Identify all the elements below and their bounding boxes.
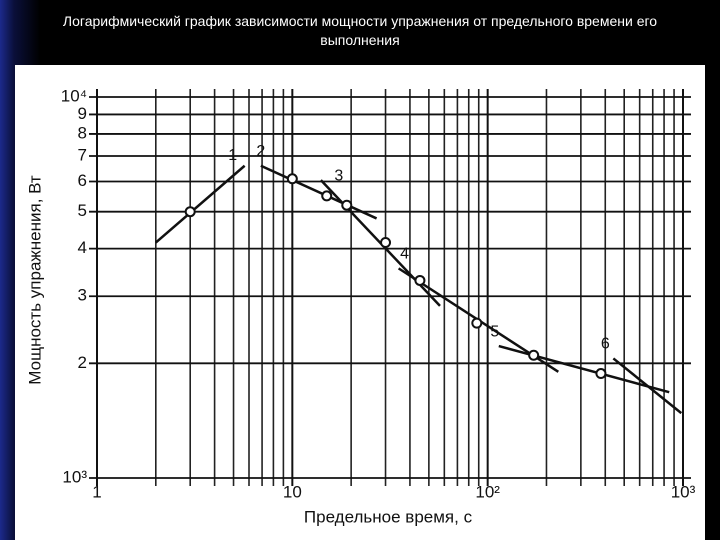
x-axis-label: Предельное время, с [304,507,473,526]
segment-line [260,164,378,220]
y-tick-label: 9 [78,104,87,123]
segment-label: 6 [601,336,610,353]
y-tick-label: 10⁴ [61,86,87,105]
segment-label: 4 [400,246,409,263]
data-point [471,317,483,329]
x-tick-label: 10³ [671,482,696,501]
data-point [286,173,298,185]
segment-line [498,344,670,394]
y-axis-label: Мощность упражнения, Вт [25,175,44,385]
x-tick-label: 1 [92,482,101,501]
y-tick-label: 3 [78,286,87,305]
x-tick-label: 10² [475,482,500,501]
y-tick-label: 4 [78,238,87,257]
chart-panel [15,65,705,540]
data-point [595,368,607,380]
segment-line [612,357,683,415]
x-tick-label: 10 [283,482,302,501]
data-point [321,190,333,202]
segment-label: 5 [490,323,499,340]
data-point [528,349,540,361]
data-point [414,274,426,286]
y-tick-label: 6 [78,171,87,190]
data-point [380,237,392,249]
segment-label: 2 [256,143,265,160]
y-tick-label: 8 [78,123,87,142]
y-tick-label: 7 [78,146,87,165]
data-point [184,206,196,218]
segment-label: 1 [228,147,237,164]
y-tick-label: 2 [78,353,87,372]
slide-title: Логарифмический график зависимости мощно… [62,13,658,48]
segment-label: 3 [334,167,343,184]
data-point [341,199,353,211]
segment-line [154,164,246,244]
y-tick-label: 10³ [62,467,87,486]
y-tick-label: 5 [78,201,87,220]
